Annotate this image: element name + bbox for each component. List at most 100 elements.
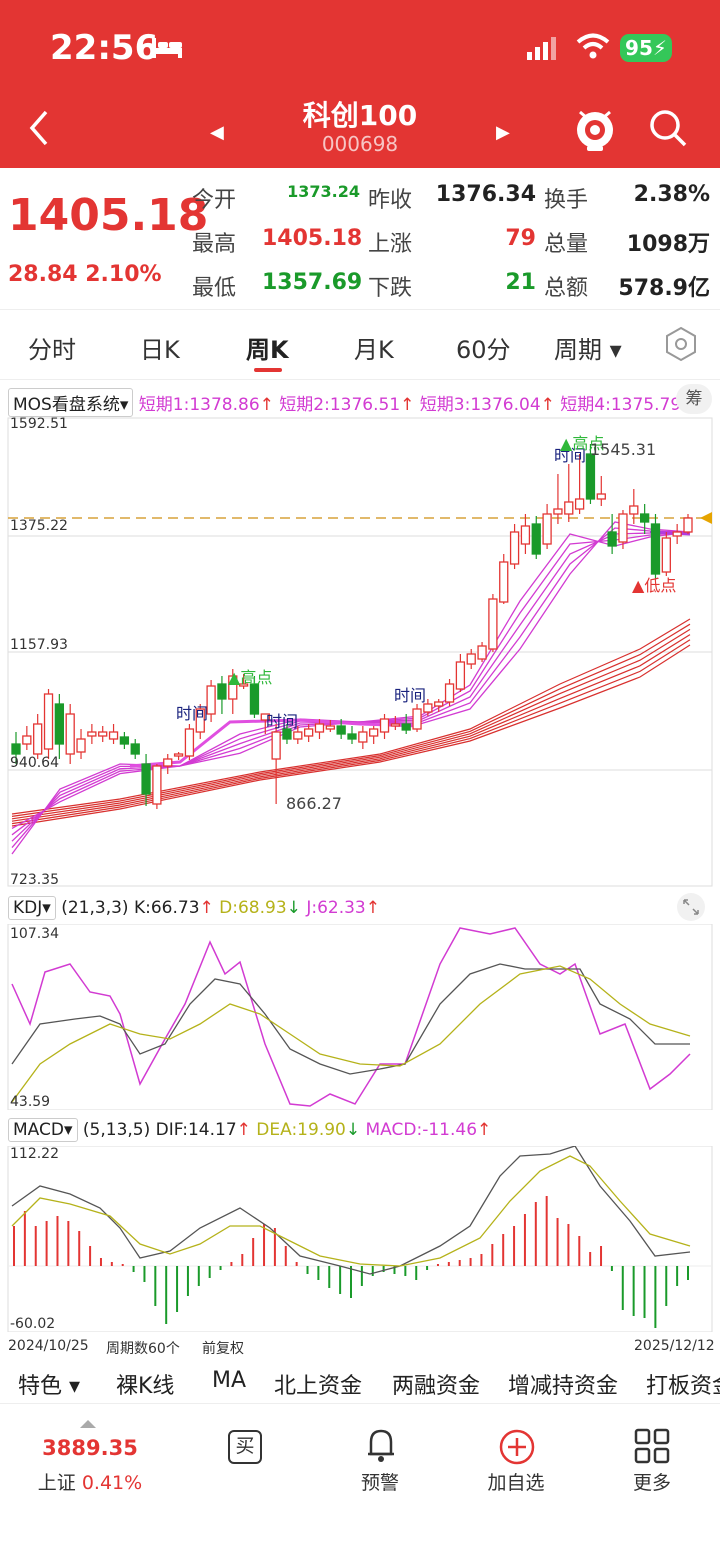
add-watchlist-icon[interactable]: [498, 1428, 536, 1466]
candle-body: [336, 725, 346, 735]
period-count: 周期数60个: [106, 1341, 180, 1357]
macd-dea: DEA:19.90: [256, 1120, 346, 1140]
assistant-robot-icon[interactable]: [572, 104, 618, 152]
tab-ma[interactable]: MA: [212, 1368, 247, 1393]
tab-daily-k[interactable]: 日K: [140, 336, 180, 364]
tab-weekly-k[interactable]: 周K: [246, 336, 289, 364]
long-ma-line: [11, 623, 691, 817]
candle-body: [195, 708, 205, 733]
candle-body: [434, 701, 444, 707]
candle-body: [412, 708, 422, 730]
adjust-mode[interactable]: 前复权: [202, 1341, 244, 1357]
candle-body: [163, 758, 173, 767]
back-arrow-icon[interactable]: [22, 108, 56, 148]
candle-body: [553, 508, 563, 515]
add-watchlist-label[interactable]: 加自选: [487, 1472, 545, 1494]
kdj-top-label: 107.34: [10, 926, 59, 942]
kdj-bottom-label: 43.59: [10, 1094, 51, 1110]
index-change[interactable]: 上证 0.41%: [37, 1472, 143, 1494]
candle-body: [423, 703, 433, 713]
tab-period-dropdown[interactable]: 周期 ▾: [554, 336, 622, 364]
candle-body: [661, 537, 671, 573]
tab-naked-k[interactable]: 裸K线: [116, 1374, 175, 1399]
candle-body: [141, 763, 151, 795]
macd-value: MACD:-11.46: [365, 1120, 478, 1140]
macd-chart[interactable]: [0, 1146, 720, 1332]
candle-body: [206, 685, 216, 715]
candle-body: [596, 493, 606, 500]
period-tabs: 分时 日K 周K 月K 60分 周期 ▾: [0, 312, 720, 380]
long-ma-line: [11, 634, 691, 822]
candle-body: [22, 735, 32, 745]
y-label-4: 940.64: [10, 755, 59, 771]
alert-label[interactable]: 预警: [360, 1472, 399, 1494]
kdj-d: D:68.93: [219, 898, 287, 918]
more-label[interactable]: 更多: [632, 1472, 671, 1494]
candle-body: [585, 453, 596, 500]
amount-value: 578.9亿: [618, 276, 710, 301]
axis-end-date: 2025/12/12: [634, 1338, 715, 1354]
quote-row-1: 今开: [192, 188, 237, 213]
candle-body: [401, 723, 411, 731]
kdj-dropdown[interactable]: KDJ▾: [8, 896, 56, 920]
high-value-label: 1545.31: [590, 440, 657, 459]
long-ma-line: [11, 639, 691, 825]
candle-body: [293, 731, 303, 740]
candle-body: [531, 523, 541, 555]
ma3-value: 短期3:1376.04: [419, 395, 541, 415]
kdj-label-row: KDJ▾ (21,3,3) K:66.73↑ D:68.93↓ J:62.33↑: [8, 896, 380, 920]
tab-margin[interactable]: 两融资金: [392, 1374, 481, 1399]
buy-button[interactable]: 买: [228, 1430, 262, 1464]
ma4-value: 短期4:1375.79: [560, 395, 682, 415]
next-stock-icon[interactable]: ▶: [496, 122, 510, 143]
y-label-bottom: 723.35: [10, 872, 59, 888]
candle-body: [683, 517, 693, 533]
index-value[interactable]: 3889.35: [42, 1436, 138, 1460]
y-label-3: 1157.93: [10, 637, 68, 653]
volume-label: 总量: [544, 232, 589, 257]
more-grid-icon[interactable]: [634, 1428, 670, 1464]
stock-code: 000698: [321, 132, 399, 156]
macd-bottom-label: -60.02: [10, 1316, 56, 1332]
active-tab-underline: [254, 368, 282, 372]
low-marker: ▲低点: [632, 576, 677, 595]
candle-body: [43, 693, 54, 750]
expand-icon[interactable]: [676, 892, 706, 922]
candle-body: [184, 728, 195, 757]
candle-body: [650, 523, 661, 575]
candle-body: [87, 731, 97, 737]
tab-60min[interactable]: 60分: [456, 336, 511, 364]
tab-timeshare[interactable]: 分时: [28, 336, 76, 364]
macd-label-row: MACD▾ (5,13,5) DIF:14.17↑ DEA:19.90↓ MAC…: [8, 1118, 491, 1142]
tab-limit-funds[interactable]: 打板资金: [646, 1374, 720, 1399]
macd-dif-line: [11, 1146, 691, 1275]
candle-body: [455, 661, 466, 690]
time-marker-4: 时间: [554, 446, 587, 465]
search-icon[interactable]: [648, 108, 688, 148]
candle-body: [672, 531, 682, 537]
indicator-system-dropdown[interactable]: MOS看盘系统▾: [8, 388, 134, 417]
tab-featured[interactable]: 特色 ▾: [18, 1374, 81, 1399]
prev-stock-icon[interactable]: ◀: [210, 122, 224, 143]
tab-monthly-k[interactable]: 月K: [354, 336, 394, 364]
chips-button[interactable]: 筹: [676, 384, 712, 414]
candle-body: [444, 683, 455, 703]
tab-holdings-change[interactable]: 增减持资金: [508, 1374, 619, 1399]
bell-icon[interactable]: [364, 1426, 398, 1464]
settings-hexagon-icon[interactable]: [664, 326, 698, 362]
candle-body: [271, 731, 281, 760]
short-ma-line: [11, 521, 691, 855]
collapse-arrow-icon[interactable]: [80, 1420, 96, 1428]
candle-body: [618, 513, 628, 543]
kdj-j: J:62.33: [306, 898, 366, 918]
tab-northbound[interactable]: 北上资金: [274, 1374, 363, 1399]
candlestick-chart[interactable]: [0, 414, 720, 888]
up-count-value: 79: [505, 226, 536, 251]
macd-dropdown[interactable]: MACD▾: [8, 1118, 78, 1142]
short-ma-line: [11, 531, 691, 829]
footer-bar: 3889.35 上证 0.41% 买 预警 加自选 更多: [0, 1410, 720, 1558]
candle-body: [325, 725, 335, 730]
kdj-d-line: [11, 965, 691, 1103]
kdj-chart[interactable]: [0, 924, 720, 1110]
candle-body: [282, 728, 292, 740]
